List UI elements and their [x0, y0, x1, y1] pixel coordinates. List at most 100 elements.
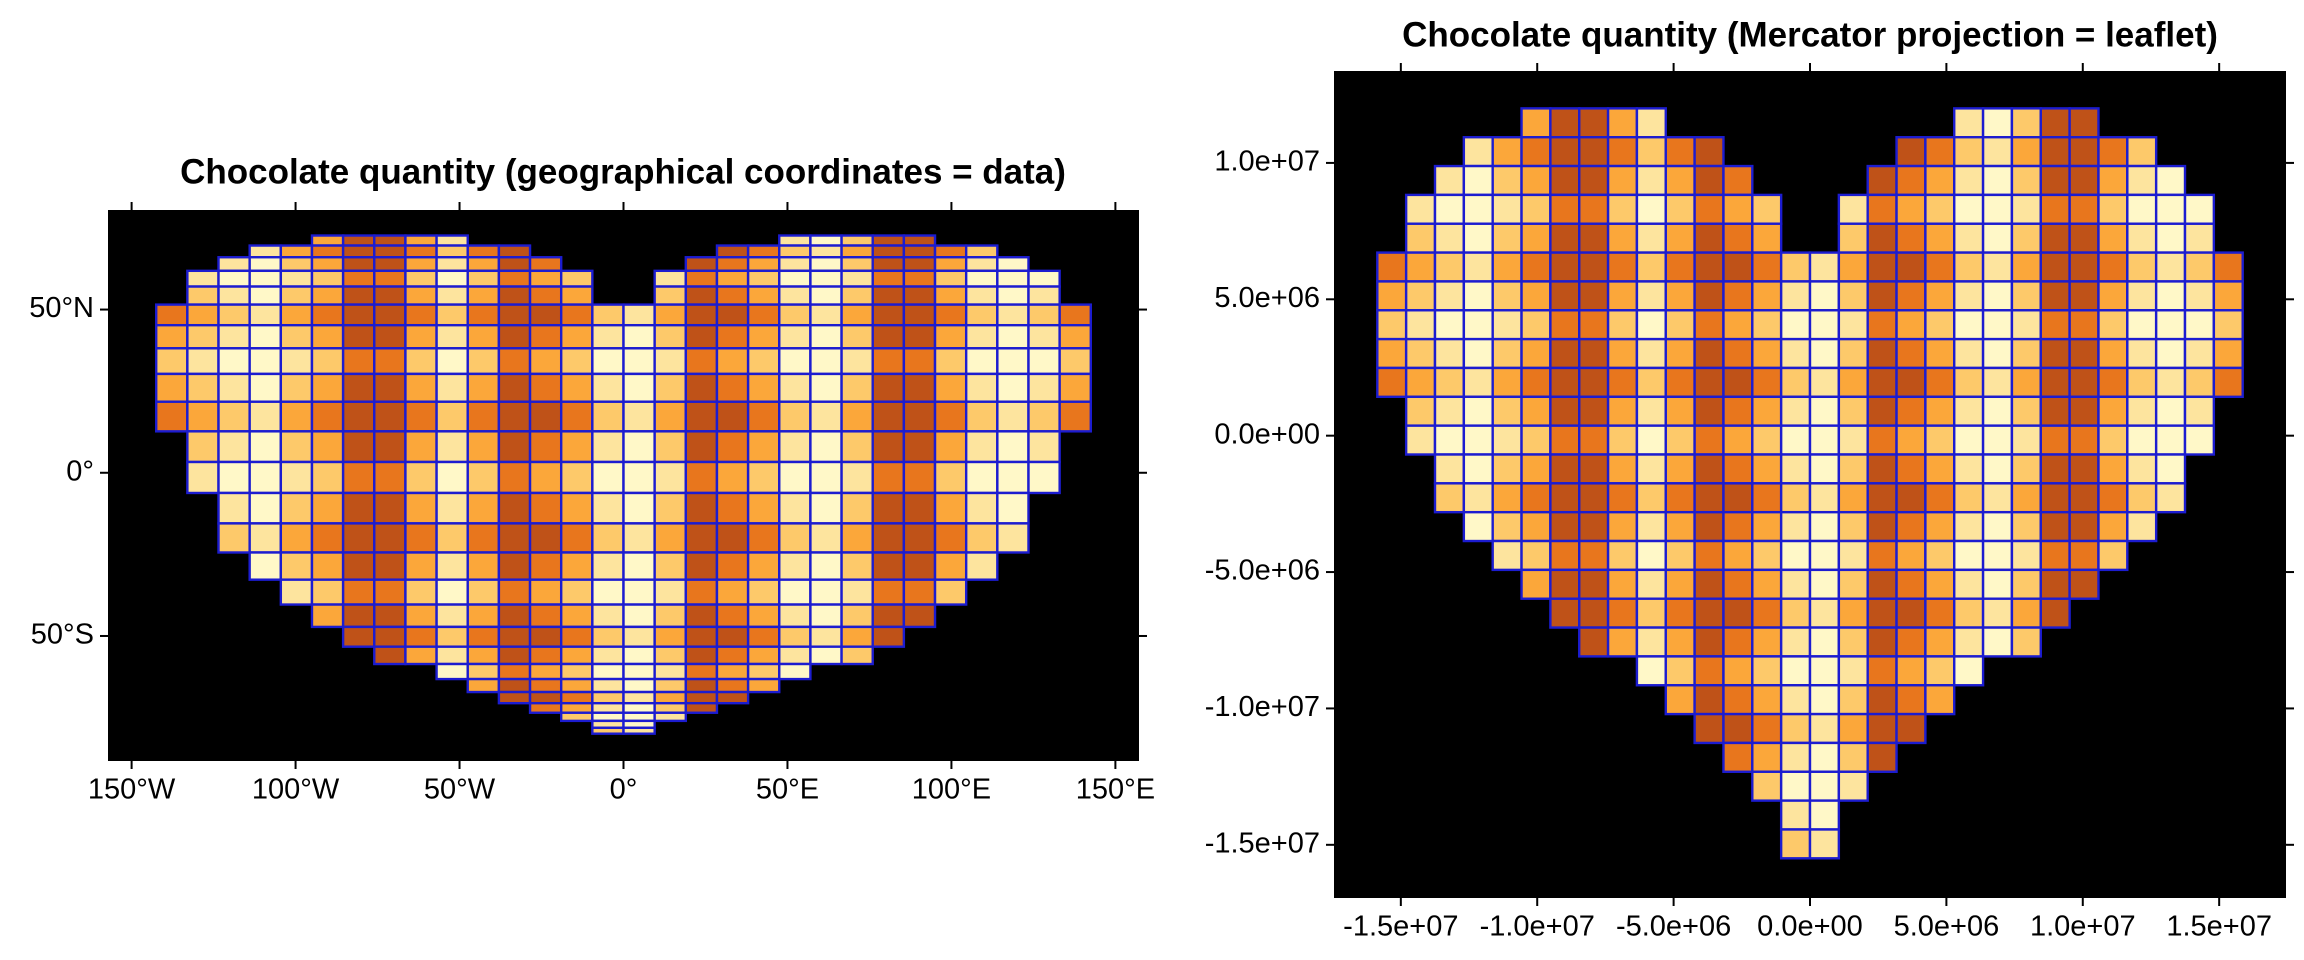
heatmap-cell	[248, 430, 283, 464]
heatmap-cell	[1549, 539, 1581, 572]
heatmap-cell	[404, 285, 438, 306]
heatmap-cell	[1953, 626, 1985, 658]
heatmap-cell	[1462, 424, 1494, 456]
heatmap-cell	[341, 285, 376, 306]
heatmap-cell	[1549, 251, 1581, 283]
heatmap-cell	[1895, 626, 1927, 658]
heatmap-cell	[2010, 597, 2042, 629]
heatmap-cell	[1606, 424, 1639, 456]
heatmap-cell	[1491, 453, 1523, 485]
x-tick-label: 100°E	[912, 774, 991, 806]
heatmap-cell	[778, 603, 812, 629]
heatmap-cell	[1751, 453, 1783, 485]
heatmap-cell	[1981, 337, 2014, 370]
heatmap-cell	[2097, 136, 2129, 168]
heatmap-cell	[1924, 424, 1956, 456]
heatmap-cell	[1953, 193, 1985, 225]
heatmap-cell	[248, 400, 283, 433]
heatmap-cell	[871, 347, 906, 376]
heatmap-cell	[1924, 164, 1956, 197]
heatmap-cell	[1027, 285, 1061, 306]
heatmap-cell	[2010, 193, 2042, 225]
heatmap-cell	[871, 551, 906, 581]
y-tick-label: 0.0e+00	[1214, 418, 1320, 450]
heatmap-cell	[2126, 136, 2158, 168]
heatmap-cell	[653, 323, 688, 350]
heatmap-cell	[2010, 539, 2042, 572]
heatmap-cell	[1722, 337, 1754, 370]
heatmap-cell	[591, 400, 625, 433]
heatmap-cell	[1895, 482, 1927, 514]
heatmap-cell	[1462, 193, 1494, 225]
heatmap-cell	[1866, 568, 1898, 600]
heatmap-cell	[1664, 251, 1696, 283]
heatmap-cell	[964, 269, 999, 288]
heatmap-cell	[248, 285, 283, 306]
heatmap-cell	[809, 269, 843, 288]
heatmap-cell	[1808, 424, 1841, 456]
heatmap-cell	[435, 269, 469, 288]
heatmap-cell	[996, 285, 1030, 306]
heatmap-cell	[1924, 453, 1956, 485]
heatmap-cell	[279, 400, 314, 433]
x-tick-label: 1.0e+07	[2030, 911, 2136, 943]
heatmap-cell	[871, 430, 906, 464]
heatmap-cell	[1635, 136, 1667, 168]
heatmap-cell	[373, 522, 407, 554]
heatmap-cell	[2010, 568, 2042, 600]
heatmap-cell	[2068, 424, 2100, 456]
heatmap-cell	[840, 491, 874, 525]
heatmap-cell	[778, 625, 812, 648]
heatmap-cell	[466, 400, 501, 433]
heatmap-cell	[778, 347, 812, 376]
heatmap-cell	[466, 551, 501, 581]
heatmap-cell	[1808, 799, 1841, 831]
heatmap-cell	[840, 244, 874, 259]
heatmap-cell	[1924, 597, 1956, 629]
heatmap-cell	[684, 551, 719, 581]
heatmap-cell	[715, 690, 750, 705]
heatmap-cell	[996, 460, 1030, 495]
heatmap-cell	[902, 285, 937, 306]
heatmap-cell	[1664, 568, 1696, 600]
heatmap-cell	[404, 491, 438, 525]
heatmap-cell	[1953, 655, 1985, 687]
heatmap-cell	[996, 347, 1030, 376]
heatmap-cell	[373, 551, 407, 581]
heatmap-cell	[497, 256, 532, 273]
heatmap-cell	[1924, 337, 1956, 370]
heatmap-cell	[902, 323, 937, 350]
heatmap-cell	[2183, 222, 2216, 254]
heatmap-cell	[404, 551, 438, 581]
heatmap-cell	[1693, 626, 1725, 658]
heatmap-cell	[155, 323, 189, 350]
heatmap-cell	[186, 269, 220, 288]
heatmap-cell	[1779, 828, 1812, 860]
heatmap-cell	[1722, 741, 1754, 773]
heatmap-cell	[1520, 107, 1552, 139]
heatmap-cell	[653, 645, 688, 666]
heatmap-cell	[1693, 337, 1725, 370]
heatmap-cell	[2010, 164, 2042, 197]
heatmap-cell	[1520, 453, 1552, 485]
heatmap-cell	[1433, 337, 1466, 370]
heatmap-cell	[653, 372, 688, 403]
heatmap-cell	[1924, 539, 1956, 572]
heatmap-cell	[217, 269, 251, 288]
heatmap-cell	[1491, 280, 1523, 312]
heatmap-cell	[1606, 453, 1639, 485]
x-tick-label: 150°E	[1076, 774, 1155, 806]
heatmap-cell	[404, 269, 438, 288]
heatmap-cell	[1722, 597, 1754, 629]
heatmap-cell	[2068, 366, 2100, 399]
heatmap-cell	[466, 460, 501, 495]
heatmap-cell	[746, 603, 781, 629]
heatmap-cell	[653, 603, 688, 629]
heatmap-cell	[715, 603, 750, 629]
heatmap-cell	[622, 645, 656, 666]
heatmap-cell	[1866, 597, 1898, 629]
heatmap-cell	[871, 578, 906, 606]
heatmap-cell	[466, 603, 501, 629]
heatmap-cell	[186, 430, 220, 464]
heatmap-cell	[902, 430, 937, 464]
